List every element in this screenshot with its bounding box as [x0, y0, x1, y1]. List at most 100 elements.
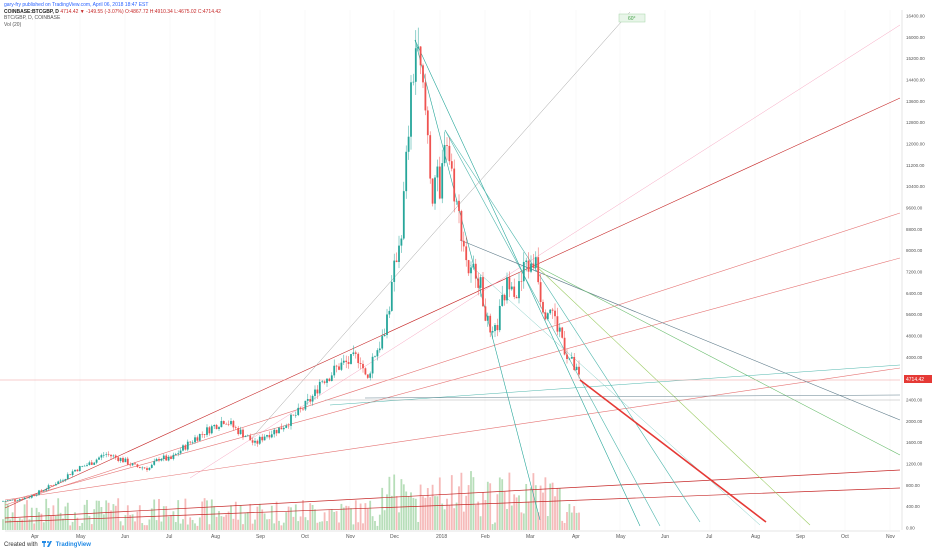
price-tick-label: 8800.00: [906, 227, 923, 232]
candle-body: [23, 497, 26, 500]
volume-bar: [369, 500, 372, 530]
volume-bar: [98, 500, 100, 530]
volume-bar: [249, 503, 252, 530]
candle-body: [431, 178, 434, 204]
time-tick-label: Jun: [661, 534, 669, 540]
volume-bar: [501, 479, 504, 530]
volume-bar: [306, 520, 309, 530]
candle-body: [450, 161, 453, 169]
candle-body: [105, 454, 108, 455]
volume-bar: [186, 524, 189, 530]
candle-body: [285, 425, 288, 428]
price-tick-label: 9600.00: [906, 206, 923, 211]
candle-body: [45, 489, 48, 491]
volume-bar: [242, 524, 244, 530]
candle-body: [218, 427, 220, 429]
volume-bar: [30, 507, 33, 530]
time-tick-label: Dec: [390, 534, 399, 540]
tradingview-brand[interactable]: TradingView: [55, 542, 91, 548]
candle-body: [314, 389, 316, 396]
candle-body: [383, 334, 386, 337]
tradingview-logo-icon[interactable]: [41, 541, 52, 549]
candle-body: [342, 360, 345, 363]
volume-bar: [244, 513, 247, 530]
candle-body: [182, 445, 184, 451]
volume-bar: [18, 518, 21, 530]
candle-body: [527, 260, 530, 272]
volume-bar: [323, 512, 326, 530]
candle-body: [26, 497, 28, 499]
candle-body: [263, 436, 266, 441]
trendline: [469, 264, 761, 526]
volume-bar: [254, 519, 256, 530]
candle-body: [110, 454, 112, 457]
volume-bar: [316, 522, 319, 530]
volume-bar: [222, 516, 225, 530]
candle-body: [311, 395, 314, 402]
candle-body: [287, 425, 290, 427]
candle-body: [208, 427, 211, 434]
volume-bar: [50, 515, 52, 530]
volume-bar: [141, 523, 144, 530]
volume-bar: [455, 502, 458, 530]
trendline: [534, 264, 901, 456]
candle-body: [419, 46, 422, 66]
volume-bar: [21, 519, 24, 530]
volume-bar: [59, 512, 62, 530]
candle-body: [230, 421, 232, 425]
volume-bar: [470, 471, 472, 530]
volume-bar: [52, 505, 55, 530]
candle-body: [66, 474, 69, 480]
trendline: [414, 39, 641, 527]
volume-bar: [266, 519, 268, 530]
volume-bar: [172, 511, 175, 530]
candle-body: [551, 309, 554, 311]
price-tick-label: 11200.00: [906, 163, 925, 168]
candle-body: [438, 166, 441, 199]
candle-body: [177, 453, 180, 454]
volume-bar: [458, 486, 460, 530]
candle-body: [98, 457, 100, 460]
volume-bar: [378, 514, 381, 530]
candle-body: [122, 457, 124, 463]
volume-bar: [167, 516, 170, 530]
candle-body: [400, 238, 403, 246]
volume-bar: [258, 503, 261, 530]
volume-bar: [225, 514, 228, 530]
published-line[interactable]: gary-fry published on TradingView.com, A…: [4, 2, 149, 8]
candle-body: [57, 481, 60, 485]
candle-body: [220, 421, 223, 428]
candle-body: [362, 363, 364, 369]
volume-bar: [539, 485, 542, 530]
candle-body: [371, 356, 374, 374]
candlesticks: [2, 27, 580, 502]
volume-bar: [462, 511, 465, 530]
candle-body: [525, 260, 528, 262]
trendline: [444, 129, 661, 527]
trendline: [444, 129, 701, 523]
volume-bar: [395, 496, 398, 530]
candle-body: [249, 435, 252, 441]
volume-bar: [515, 497, 518, 530]
candle-body: [282, 427, 285, 430]
volume-bar: [563, 522, 566, 530]
price-tick-label: 14400.00: [906, 78, 925, 83]
trendline: [329, 364, 901, 406]
candle-body: [232, 421, 235, 428]
volume-bar: [311, 504, 314, 530]
candle-body: [141, 467, 144, 469]
volume-bar: [522, 513, 525, 530]
candle-body: [484, 306, 487, 321]
candle-body: [489, 315, 492, 333]
time-tick-label: Oct: [301, 534, 309, 540]
volume-bar: [407, 495, 410, 530]
time-tick-label: 2018: [436, 534, 447, 540]
candle-body: [258, 436, 261, 444]
candle-body: [455, 200, 458, 202]
volume-bar: [443, 509, 446, 530]
candle-body: [150, 464, 153, 468]
volume-bar: [191, 519, 194, 530]
candle-body: [530, 263, 532, 272]
volume-bar: [275, 501, 278, 530]
